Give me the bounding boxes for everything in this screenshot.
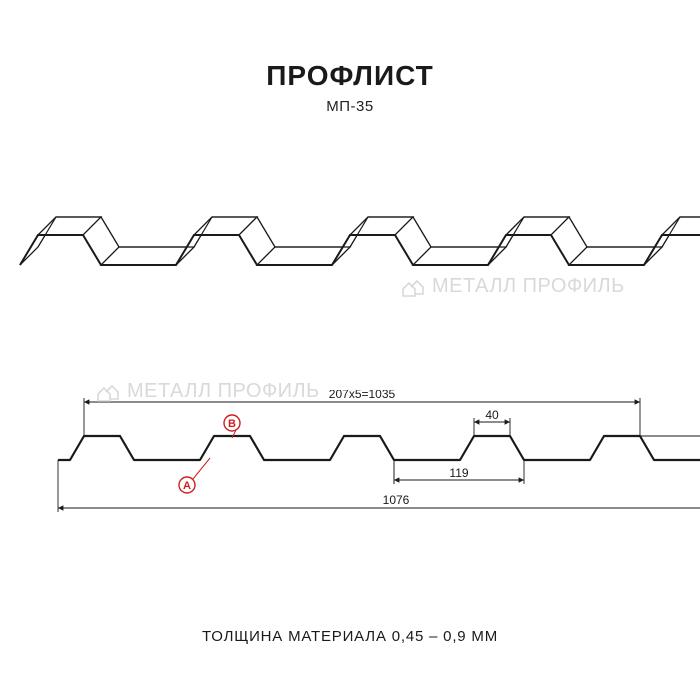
watermark-upper: МЕТАЛЛ ПРОФИЛЬ	[400, 275, 625, 298]
watermark-lower: МЕТАЛЛ ПРОФИЛЬ	[95, 380, 320, 403]
svg-text:40: 40	[485, 408, 499, 422]
page-subtitle: МП-35	[0, 98, 700, 115]
cross-section-drawing: 207x5=103540351191076AB	[0, 390, 700, 550]
svg-text:119: 119	[449, 466, 468, 480]
watermark-text: МЕТАЛЛ ПРОФИЛЬ	[127, 380, 320, 403]
svg-text:B: B	[228, 418, 236, 430]
page-title: ПРОФЛИСТ	[0, 0, 700, 92]
svg-text:A: A	[183, 480, 191, 492]
footer-thickness: ТОЛЩИНА МАТЕРИАЛА 0,45 – 0,9 ММ	[0, 628, 700, 645]
watermark-text: МЕТАЛЛ ПРОФИЛЬ	[432, 275, 625, 298]
watermark-house-icon	[95, 381, 121, 403]
watermark-house-icon	[400, 276, 426, 298]
svg-text:207x5=1035: 207x5=1035	[329, 390, 396, 401]
svg-text:1076: 1076	[383, 493, 410, 507]
